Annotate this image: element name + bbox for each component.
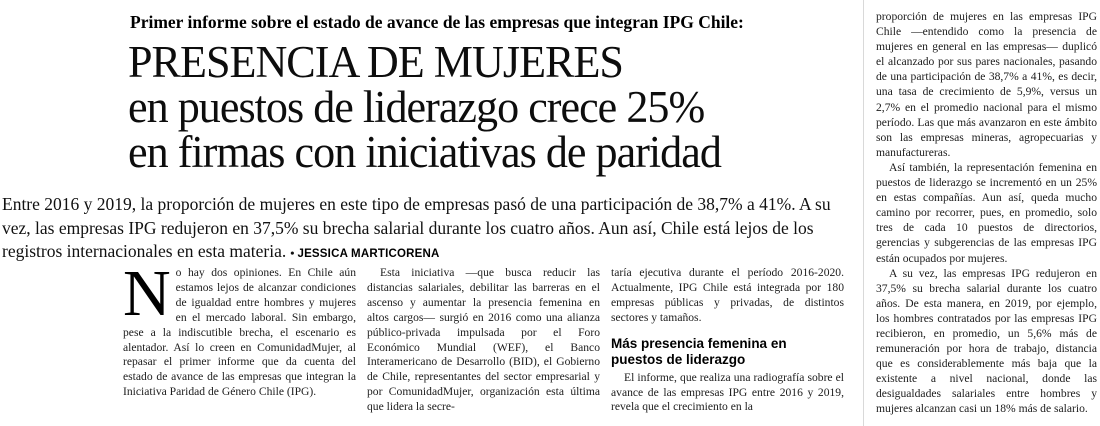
article-deck: Entre 2016 y 2019, la proporción de muje…	[2, 193, 850, 267]
drop-cap: N	[123, 266, 171, 330]
article-headline: PRESENCIA DE MUJERES en puestos de lider…	[128, 40, 853, 175]
article-byline: JESSICA MARTICORENA	[297, 248, 440, 260]
right-sidebar-column: proporción de mujeres en las empresas IP…	[876, 9, 1097, 421]
paragraph: A su vez, las empresas IPG redujeron en …	[876, 266, 1097, 416]
section-subhead: Más presencia femenina en puestos de lid…	[611, 335, 787, 367]
byline-bullet: •	[290, 246, 295, 260]
body-column-2: Esta iniciativa —que busca reducir las d…	[367, 266, 600, 426]
paragraph: El informe, que realiza una radiografía …	[611, 370, 844, 414]
headline-line-3: en firmas con iniciativas de paridad	[128, 127, 722, 177]
headline-line-1: PRESENCIA DE MUJERES	[128, 37, 624, 87]
paragraph-text: o hay dos opiniones. En Chile aún estamo…	[123, 266, 356, 399]
paragraph: taría ejecutiva durante el período 2016-…	[611, 266, 844, 324]
headline-line-2: en puestos de liderazgo crece 25%	[128, 82, 705, 132]
paragraph: Esta iniciativa —que busca reducir las d…	[367, 266, 600, 414]
paragraph: proporción de mujeres en las empresas IP…	[876, 10, 1097, 159]
paragraph: Así también, la representación femenina …	[876, 160, 1097, 265]
column-divider-rule	[863, 0, 864, 426]
deck-text: Entre 2016 y 2019, la proporción de muje…	[2, 194, 831, 261]
body-column-3: taría ejecutiva durante el período 2016-…	[611, 266, 844, 426]
article-kicker: Primer informe sobre el estado de avance…	[130, 12, 744, 32]
